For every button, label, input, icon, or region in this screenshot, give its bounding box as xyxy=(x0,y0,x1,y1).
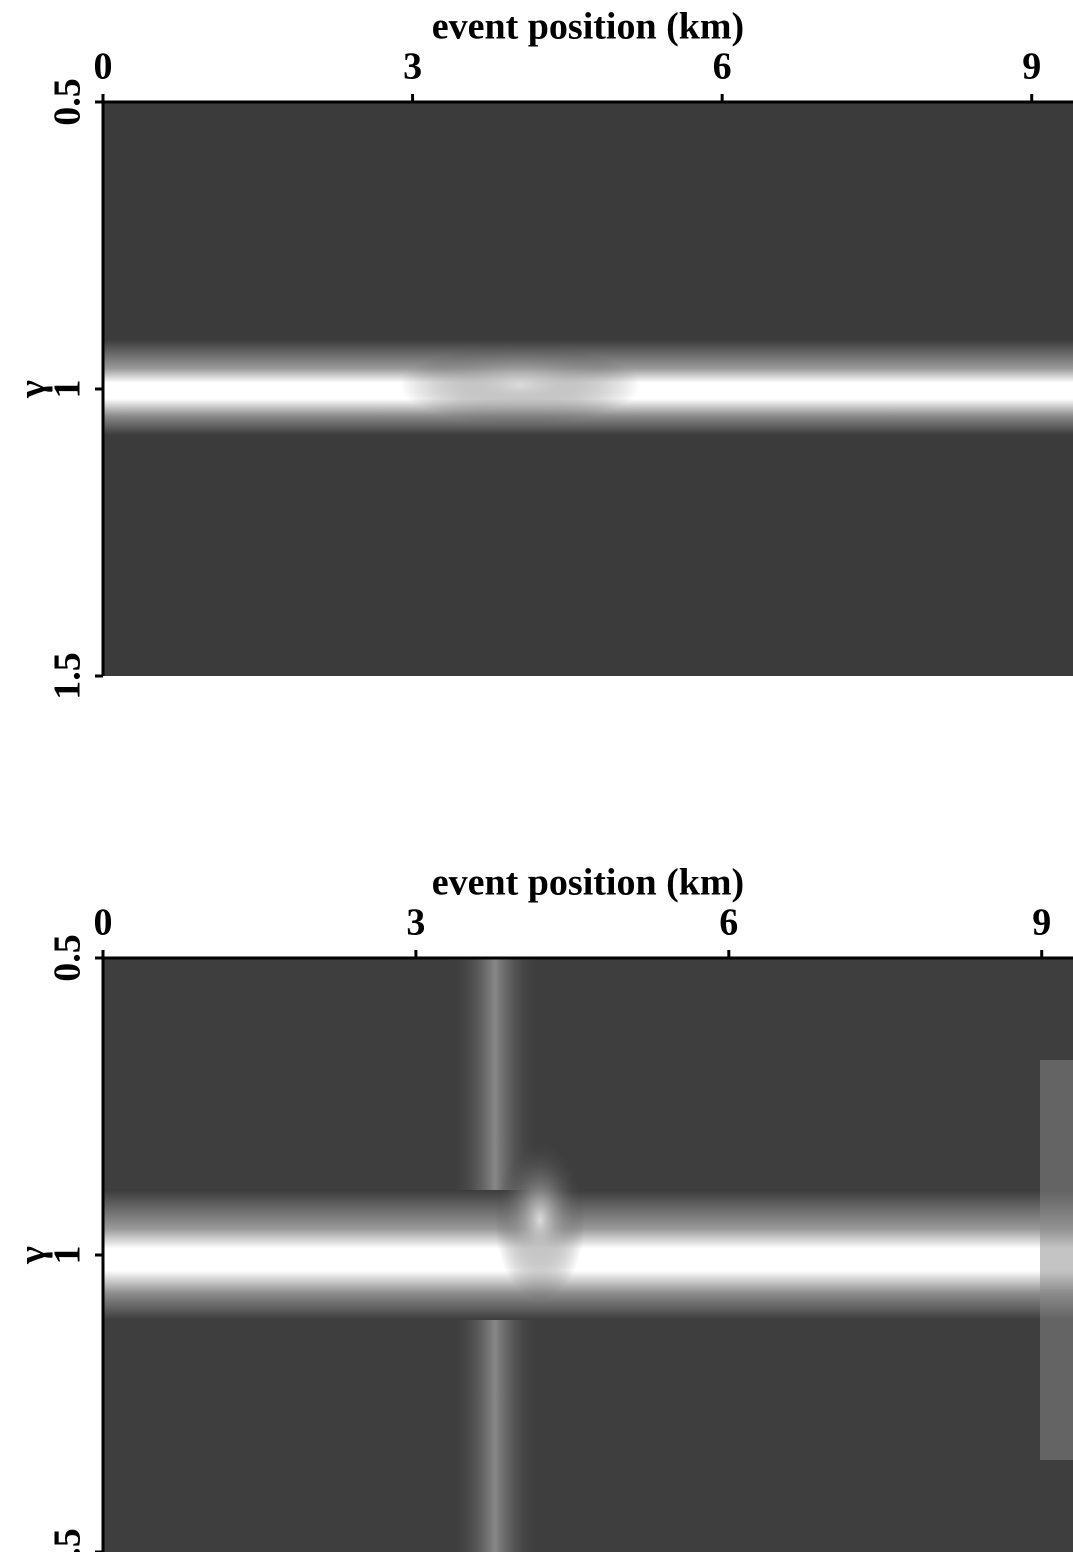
y-tick-label: 1.5 xyxy=(47,1528,89,1552)
image-panel xyxy=(103,102,1073,676)
x-tick-label: 3 xyxy=(403,46,422,88)
y-tick-label: 0.5 xyxy=(47,934,89,982)
y-tick-label: 0.5 xyxy=(47,78,89,126)
image-band xyxy=(103,1190,1073,1320)
y-tick-label: 1 xyxy=(47,380,89,399)
image-blob xyxy=(400,345,640,425)
x-axis-title: event position (km) xyxy=(432,6,744,48)
y-tick-label: 1 xyxy=(47,1246,89,1265)
x-tick-label: 9 xyxy=(1032,902,1051,944)
image-blob xyxy=(495,1140,585,1300)
x-tick-label: 9 xyxy=(1022,46,1041,88)
x-tick-label: 3 xyxy=(406,902,425,944)
y-axis-title: γ xyxy=(12,380,54,399)
x-tick-label: 6 xyxy=(713,46,732,88)
y-tick-label: 1.5 xyxy=(47,652,89,700)
x-tick-label: 6 xyxy=(719,902,738,944)
y-axis-title: γ xyxy=(12,1246,54,1265)
x-tick-label: 0 xyxy=(94,46,113,88)
image-edge xyxy=(1040,1060,1073,1460)
x-tick-label: 0 xyxy=(94,902,113,944)
image-panel xyxy=(103,958,1073,1552)
x-axis-title: event position (km) xyxy=(432,862,744,904)
